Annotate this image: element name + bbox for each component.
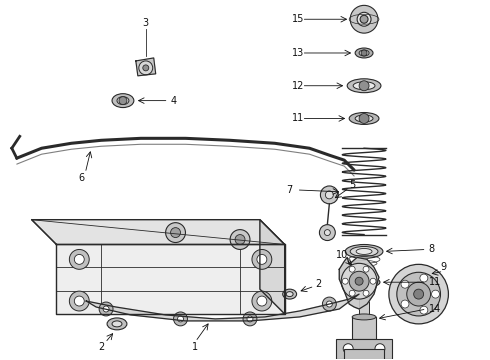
Circle shape <box>70 291 89 311</box>
Bar <box>359 294 369 317</box>
Ellipse shape <box>349 113 379 125</box>
Circle shape <box>322 297 336 311</box>
Circle shape <box>243 312 257 326</box>
Circle shape <box>320 186 338 204</box>
Ellipse shape <box>283 289 296 299</box>
Ellipse shape <box>359 50 369 56</box>
Circle shape <box>171 228 180 238</box>
Text: 4: 4 <box>171 96 177 105</box>
Circle shape <box>432 290 440 298</box>
Text: 2: 2 <box>98 342 104 352</box>
Ellipse shape <box>112 321 122 327</box>
Ellipse shape <box>353 82 375 90</box>
Text: 1: 1 <box>192 342 198 352</box>
Circle shape <box>252 249 272 269</box>
Circle shape <box>230 230 250 249</box>
Circle shape <box>143 65 149 71</box>
Circle shape <box>325 191 333 199</box>
Text: 7: 7 <box>287 185 293 195</box>
Circle shape <box>363 290 369 296</box>
Circle shape <box>414 289 424 299</box>
Circle shape <box>375 344 385 354</box>
Text: 8: 8 <box>429 244 435 255</box>
Ellipse shape <box>345 244 383 258</box>
Text: 12: 12 <box>292 81 305 91</box>
Circle shape <box>257 296 267 306</box>
Ellipse shape <box>354 279 374 286</box>
Circle shape <box>324 230 330 235</box>
Text: 5: 5 <box>349 180 355 190</box>
Polygon shape <box>32 220 285 244</box>
Circle shape <box>370 278 376 284</box>
Circle shape <box>420 306 428 314</box>
Circle shape <box>357 12 371 26</box>
Circle shape <box>359 277 369 287</box>
Text: 11: 11 <box>429 277 441 287</box>
Text: 3: 3 <box>143 18 149 28</box>
Ellipse shape <box>352 314 376 320</box>
Ellipse shape <box>117 96 129 105</box>
Circle shape <box>257 255 267 264</box>
Circle shape <box>401 280 409 288</box>
Circle shape <box>74 255 84 264</box>
Circle shape <box>319 225 335 240</box>
Ellipse shape <box>347 79 381 93</box>
Circle shape <box>70 249 89 269</box>
Circle shape <box>326 301 332 307</box>
Circle shape <box>397 272 441 316</box>
Circle shape <box>349 266 355 272</box>
Circle shape <box>342 278 348 284</box>
Ellipse shape <box>348 277 380 288</box>
Bar <box>344 349 384 360</box>
Text: 15: 15 <box>292 14 305 24</box>
Circle shape <box>177 316 183 322</box>
Circle shape <box>389 264 448 324</box>
Circle shape <box>401 300 409 308</box>
Circle shape <box>235 235 245 244</box>
Circle shape <box>99 302 113 316</box>
Text: 9: 9 <box>441 262 446 272</box>
Polygon shape <box>86 294 359 321</box>
Ellipse shape <box>112 94 134 108</box>
Text: 10: 10 <box>336 251 348 260</box>
Text: 6: 6 <box>78 173 84 183</box>
Circle shape <box>361 50 367 56</box>
Text: 2: 2 <box>316 279 322 289</box>
Circle shape <box>341 264 377 299</box>
Circle shape <box>119 96 127 105</box>
Circle shape <box>166 223 185 243</box>
Circle shape <box>349 271 369 291</box>
Circle shape <box>363 266 369 272</box>
Circle shape <box>420 274 428 282</box>
Polygon shape <box>260 220 285 314</box>
Circle shape <box>407 282 431 306</box>
Circle shape <box>74 296 84 306</box>
Text: 13: 13 <box>293 48 305 58</box>
Circle shape <box>355 277 363 285</box>
Bar <box>352 317 376 339</box>
Ellipse shape <box>286 292 293 297</box>
Ellipse shape <box>107 318 127 330</box>
Circle shape <box>350 5 378 33</box>
Bar <box>336 339 392 359</box>
Text: 14: 14 <box>429 304 441 314</box>
Text: 11: 11 <box>293 113 305 123</box>
Circle shape <box>252 291 272 311</box>
Circle shape <box>343 344 353 354</box>
Circle shape <box>360 15 368 23</box>
Circle shape <box>139 61 153 75</box>
Circle shape <box>359 81 369 91</box>
Polygon shape <box>56 244 285 314</box>
Ellipse shape <box>356 248 372 255</box>
Polygon shape <box>339 257 379 309</box>
Circle shape <box>173 312 188 326</box>
Circle shape <box>103 306 109 312</box>
Circle shape <box>247 316 253 322</box>
Circle shape <box>349 290 355 296</box>
Ellipse shape <box>355 115 373 122</box>
Ellipse shape <box>355 48 373 58</box>
Ellipse shape <box>350 247 378 256</box>
Polygon shape <box>136 58 156 76</box>
Circle shape <box>359 113 369 123</box>
